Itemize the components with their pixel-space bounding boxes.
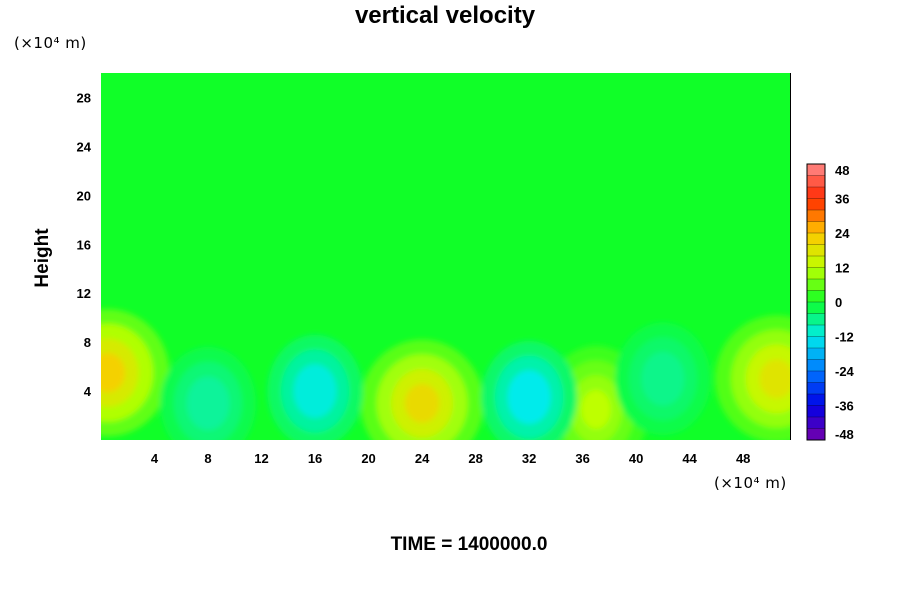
velocity-contour: [759, 359, 790, 399]
colorbar-segment: [807, 244, 825, 257]
chart-title: vertical velocity: [355, 2, 536, 29]
colorbar-segment: [807, 221, 825, 234]
colorbar-segment: [807, 382, 825, 395]
colorbar-segment: [807, 175, 825, 188]
velocity-cell-downdraft: [615, 322, 711, 436]
x-tick-label: 48: [736, 451, 750, 466]
time-footer: TIME = 1400000.0: [391, 534, 548, 555]
x-unit-label: (×10⁴ m): [714, 474, 787, 492]
x-tick-label: 20: [361, 451, 375, 466]
y-tick-label: 4: [84, 384, 92, 399]
y-tick-label: 8: [84, 335, 91, 350]
colorbar-border: [806, 163, 826, 441]
colorbar-tick-label: -48: [835, 427, 854, 442]
velocity-cell-downdraft: [160, 347, 256, 440]
x-tick-label: 40: [629, 451, 643, 466]
colorbar-segment: [807, 336, 825, 349]
velocity-cell-downdraft: [481, 340, 577, 440]
colorbar-segment: [807, 164, 825, 176]
colorbar-segment: [807, 256, 825, 268]
x-tick-label: 4: [151, 451, 159, 466]
colorbar-segment: [807, 290, 825, 303]
velocity-cell-updraft: [360, 339, 484, 440]
colorbar-segment: [807, 348, 825, 360]
colorbar-tick-label: -24: [835, 364, 855, 379]
x-tick-label: 24: [415, 451, 430, 466]
colorbar-segment: [807, 394, 825, 406]
y-unit-label: (×10⁴ m): [14, 34, 87, 52]
y-axis-label: Height: [32, 228, 53, 288]
colorbar-segment: [807, 371, 825, 383]
colorbar-tick-label: -12: [835, 330, 854, 345]
y-tick-label: 24: [77, 139, 92, 154]
y-tick-label: 20: [77, 188, 91, 203]
velocity-contour: [293, 364, 337, 418]
colorbar-segment: [807, 198, 825, 211]
colorbar-segment: [807, 210, 825, 222]
y-tick-label: 28: [77, 90, 91, 105]
velocity-contour: [186, 376, 230, 431]
colorbar-tick-label: 0: [835, 295, 842, 310]
colorbar-tick-label: 24: [835, 226, 850, 241]
velocity-contour: [101, 353, 126, 393]
y-tick-label: 16: [77, 237, 91, 252]
x-tick-label: 44: [682, 451, 697, 466]
x-tick-label: 16: [308, 451, 322, 466]
colorbar-segment: [807, 302, 825, 314]
x-tick-label: 28: [468, 451, 482, 466]
x-tick-label: 36: [575, 451, 589, 466]
y-tick-label: 12: [77, 286, 91, 301]
velocity-contour: [404, 383, 440, 423]
colorbar-segment: [807, 267, 825, 280]
velocity-contour: [507, 370, 551, 425]
velocity-contour: [581, 389, 611, 429]
velocity-cell-updraft: [715, 315, 790, 440]
velocity-contour: [641, 351, 685, 406]
colorbar-segment: [807, 359, 825, 372]
colorbar-segment: [807, 187, 825, 199]
colorbar-segment: [807, 405, 825, 418]
colorbar-segment: [807, 233, 825, 245]
velocity-cell-updraft: [101, 309, 170, 437]
colorbar-tick-label: 36: [835, 192, 849, 207]
colorbar-tick-label: -36: [835, 399, 854, 414]
x-tick-label: 12: [254, 451, 268, 466]
colorbar: 48 36 24 12 0 -12 -24 -36 -48: [806, 163, 855, 442]
colorbar-segment: [807, 279, 825, 291]
x-tick-label: 32: [522, 451, 536, 466]
colorbar-tick-label: 12: [835, 261, 849, 276]
colorbar-segment: [807, 325, 825, 337]
x-tick-label: 8: [204, 451, 211, 466]
colorbar-segment: [807, 313, 825, 326]
colorbar-segment: [807, 428, 825, 441]
colorbar-tick-label: 48: [835, 163, 849, 178]
velocity-cell-downdraft: [267, 334, 363, 440]
colorbar-segment: [807, 417, 825, 429]
plot-area: [101, 73, 790, 440]
